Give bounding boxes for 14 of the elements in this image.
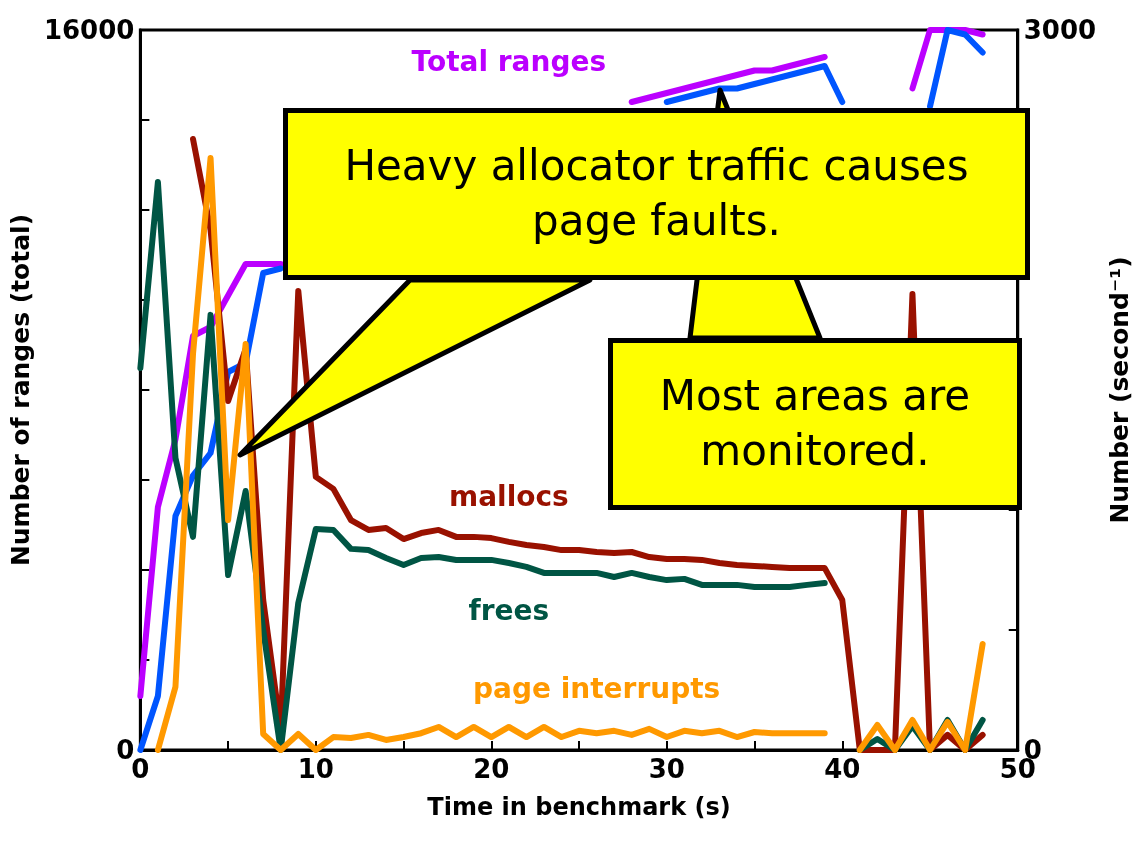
y2-tick-label: 3000 xyxy=(1023,15,1097,45)
x-tick-label: 10 xyxy=(297,754,334,784)
series-label: page interrupts xyxy=(472,671,721,705)
x-tick-label: 20 xyxy=(473,754,510,784)
y2-axis-title: Number (second⁻¹) xyxy=(1105,256,1134,524)
annotation: Most areas are monitored. xyxy=(658,370,972,477)
x-tick-label: 40 xyxy=(824,754,861,784)
series-label: Total ranges xyxy=(411,44,607,78)
series-label: mallocs xyxy=(448,479,569,513)
series-label: frees xyxy=(468,593,550,627)
x-axis-title: Time in benchmark (s) xyxy=(427,793,731,821)
y-axis-title: Number of ranges (total) xyxy=(6,213,35,567)
x-tick-label: 30 xyxy=(648,754,685,784)
y-tick-label: 16000 xyxy=(43,15,135,45)
